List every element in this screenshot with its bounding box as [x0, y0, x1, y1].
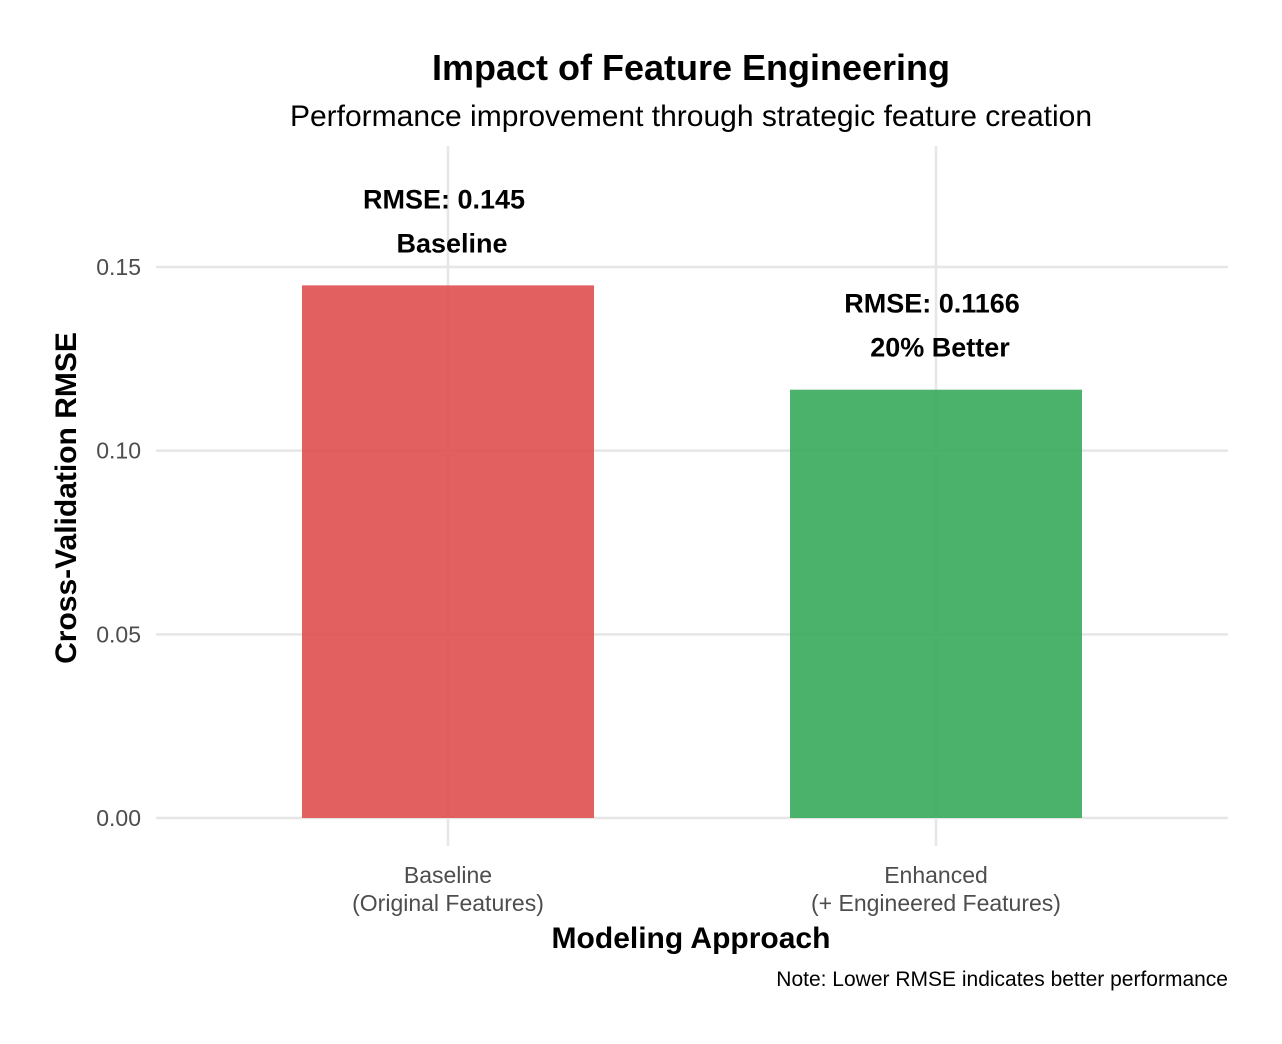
chart-title: Impact of Feature Engineering [432, 47, 950, 88]
y-tick-label: 0.10 [96, 438, 141, 464]
y-tick-label: 0.00 [96, 805, 141, 831]
bar-labels: RMSE: 0.145 Baseline RMSE: 0.1166 20% Bette… [363, 184, 1020, 362]
y-tick-label: 0.15 [96, 254, 141, 280]
x-axis-title: Modeling Approach [552, 922, 831, 955]
bars [302, 285, 1082, 818]
bar [302, 285, 594, 818]
x-tick-label: Enhanced [884, 862, 988, 888]
data-label: RMSE: 0.145 [363, 184, 525, 214]
data-label: 20% Better [870, 333, 1010, 363]
y-tick-label: 0.05 [96, 621, 141, 647]
y-axis-title: Cross-Validation RMSE [50, 332, 83, 664]
bar [790, 389, 1082, 818]
caption-note: Note: Lower RMSE indicates better perfor… [776, 968, 1228, 991]
data-label: RMSE: 0.1166 [844, 289, 1020, 319]
x-tick-label: (Original Features) [352, 890, 544, 916]
chart-subtitle: Performance improvement through strategi… [290, 100, 1092, 133]
axis-ticks: 0.00 0.05 0.10 0.15 Baseline(Original Featur… [96, 254, 1061, 916]
data-label: Baseline [396, 228, 507, 258]
x-tick-label: Baseline [404, 862, 492, 888]
x-tick-label: (+ Engineered Features) [811, 890, 1061, 916]
